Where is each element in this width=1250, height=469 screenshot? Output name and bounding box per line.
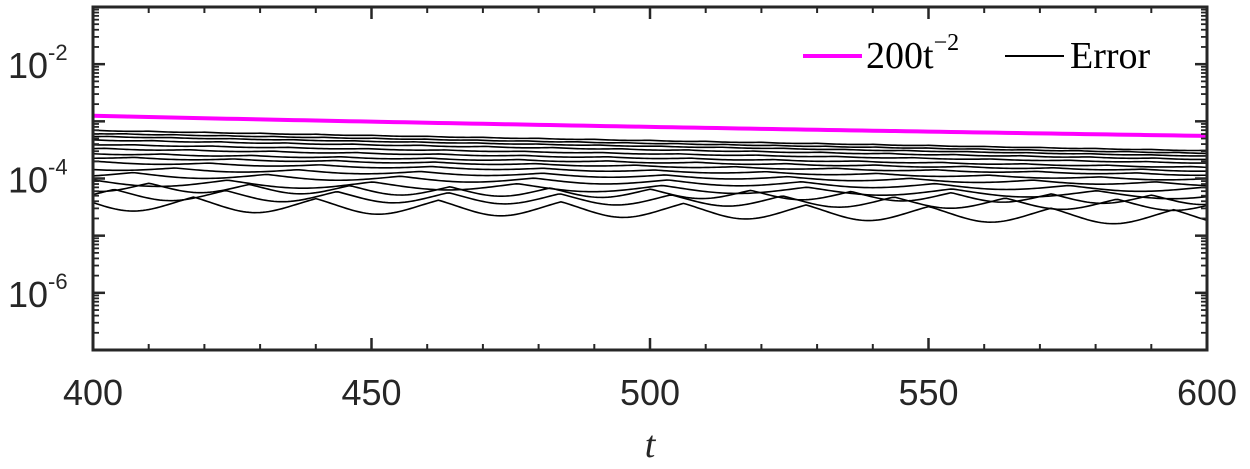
error-curve [93, 156, 1207, 177]
error-curve [93, 135, 1207, 157]
error-curve [93, 129, 1207, 152]
legend-label-power-law-sup: −2 [934, 30, 960, 56]
y-tick-label: 10 [8, 160, 48, 201]
error-curve [93, 182, 1207, 206]
x-tick-label: 400 [63, 372, 123, 413]
error-curve [93, 167, 1207, 187]
legend-label-power-law: 200t−2 [866, 30, 959, 77]
y-tick-exponent: -6 [48, 269, 68, 294]
error-curve [93, 179, 1207, 200]
y-tick-label: 10 [8, 45, 48, 86]
error-curve [93, 160, 1207, 181]
y-tick-label: 10 [8, 274, 48, 315]
x-tick-label: 550 [898, 372, 958, 413]
plot-area [93, 7, 1207, 350]
error-curve [93, 147, 1207, 169]
y-tick-labels: 10-610-410-2 [8, 40, 68, 315]
plot-frame [91, 5, 1209, 352]
error-curve [93, 152, 1207, 172]
x-axis-label: t [645, 424, 657, 466]
x-tick-label: 500 [620, 372, 680, 413]
legend-label-power-law-main: 200t [866, 35, 934, 77]
error-curve [93, 171, 1207, 193]
error-curve [93, 139, 1207, 161]
series-layer [93, 113, 1207, 225]
x-tick-label: 600 [1177, 372, 1237, 413]
error-curve [93, 143, 1207, 164]
y-tick-exponent: -2 [48, 40, 68, 65]
error-curve [93, 188, 1207, 212]
x-tick-labels: 400 450 500 550 600 [63, 372, 1237, 413]
x-tick-label: 450 [341, 372, 401, 413]
legend-label-error: Error [1070, 35, 1151, 77]
reference-curve-200t-2 [93, 113, 1207, 138]
y-tick-exponent: -4 [48, 155, 68, 180]
error-curve [93, 196, 1207, 225]
legend: 200t−2 Error [803, 30, 1151, 77]
error-curve [93, 132, 1207, 155]
